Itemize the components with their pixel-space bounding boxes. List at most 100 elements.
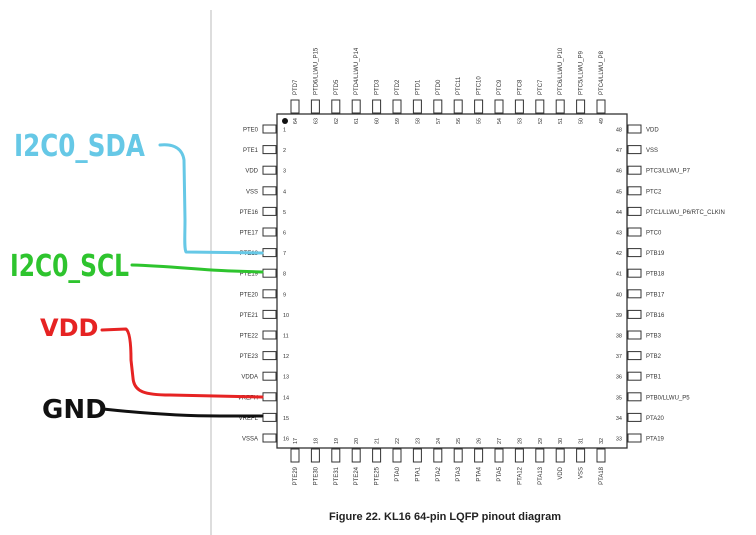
pin-label: VSS — [246, 189, 258, 195]
pin-label: VSSA — [242, 437, 258, 443]
pin-pad — [262, 268, 277, 278]
pin-pad — [331, 99, 341, 114]
pin-label: VDDA — [241, 375, 258, 381]
pin-label: PTA3 — [456, 466, 462, 481]
pin-label: PTA0 — [395, 466, 401, 481]
pin-number: 5 — [283, 210, 286, 216]
pin-label: PTE30 — [313, 466, 319, 485]
pin-label: PTC5/LLWU_P9 — [579, 50, 585, 95]
pin-number: 32 — [599, 438, 605, 444]
pin-pad — [627, 392, 642, 402]
pin-number: 46 — [616, 169, 622, 175]
pin-pad — [514, 448, 524, 463]
pin-pad — [474, 99, 484, 114]
pin-label: PTD3 — [375, 79, 381, 95]
gnd-annotation: GND — [42, 395, 107, 425]
pin-label: PTD4/LLWU_P14 — [354, 47, 360, 95]
pin-label: VDD — [245, 169, 258, 175]
pin-pad — [453, 99, 463, 114]
pin-number: 42 — [616, 251, 622, 257]
pin-label: PTB0/LLWU_P5 — [646, 395, 690, 401]
pin-pad — [627, 433, 642, 443]
pin-label: PTD0 — [436, 79, 442, 95]
pin-label: PTE24 — [354, 466, 360, 485]
pin-number: 40 — [616, 292, 622, 298]
pin-label: VREFL — [239, 416, 259, 422]
pin-label: PTC10 — [477, 76, 483, 95]
pin-label: PTD7 — [293, 79, 299, 95]
pin-number: 41 — [616, 272, 622, 278]
pin-number: 31 — [579, 438, 585, 444]
pin-number: 59 — [395, 118, 401, 124]
pin-label: PTE1 — [243, 148, 259, 154]
pin-label: PTE19 — [240, 272, 259, 278]
pin-number: 20 — [354, 438, 360, 444]
pin-number: 61 — [354, 118, 360, 124]
pin-number: 56 — [456, 118, 462, 124]
right-pin-group: VDD 48 VSS 47 PTC3/LLWU_P7 46 PTC2 45 PTC1/LLWU_… — [616, 124, 725, 443]
pin-label: PTA20 — [646, 416, 665, 422]
pin-number: 33 — [616, 437, 622, 443]
pin-number: 64 — [293, 118, 299, 124]
pin-number: 36 — [616, 375, 622, 381]
pin-number: 3 — [283, 169, 286, 175]
pin-label: PTA2 — [436, 466, 442, 481]
pin-pad — [514, 99, 524, 114]
pin-pad — [262, 412, 277, 422]
pin-pad — [262, 145, 277, 155]
pin-number: 35 — [616, 395, 622, 401]
pin-number: 26 — [477, 438, 483, 444]
pin-number: 14 — [283, 395, 289, 401]
pin-pad — [262, 433, 277, 443]
pin-label: PTE20 — [240, 292, 259, 298]
pin-label: PTE21 — [240, 313, 259, 319]
pin-pad — [627, 412, 642, 422]
pin-number: 34 — [616, 416, 622, 422]
pin-pad — [392, 99, 402, 114]
pin-number: 4 — [283, 189, 286, 195]
pin-pad — [310, 448, 320, 463]
pin-number: 21 — [375, 438, 381, 444]
pin-pad — [262, 124, 277, 134]
pin-pad — [310, 99, 320, 114]
pin-pad — [494, 448, 504, 463]
pin-number: 25 — [456, 438, 462, 444]
pin-number: 7 — [283, 251, 286, 257]
pin-pad — [351, 99, 361, 114]
pin-label: VSS — [579, 467, 585, 479]
pin-label: PTC11 — [456, 76, 462, 95]
gnd-wire — [101, 407, 264, 418]
pin-pad — [627, 330, 642, 340]
pin-pad — [412, 448, 422, 463]
pin-pad — [627, 165, 642, 175]
pin-pad — [453, 448, 463, 463]
pin-number: 13 — [283, 375, 289, 381]
pin-number: 47 — [616, 148, 622, 154]
pin-label: PTC0 — [646, 231, 662, 237]
pin-label: VSS — [646, 148, 658, 154]
pin-number: 58 — [415, 118, 421, 124]
sda-wire — [158, 143, 264, 255]
pin-label: VREFH — [238, 395, 258, 401]
pin-pad — [627, 186, 642, 196]
pin-number: 9 — [283, 292, 286, 298]
pin-pad — [555, 448, 565, 463]
pin-pad — [555, 99, 565, 114]
pin-label: PTD6/LLWU_P15 — [313, 47, 319, 95]
pin-label: PTE22 — [240, 334, 259, 340]
pin-pad — [627, 145, 642, 155]
pin-number: 55 — [477, 118, 483, 124]
pin-label: PTE23 — [240, 354, 259, 360]
pin-number: 23 — [415, 438, 421, 444]
pin-label: PTE25 — [375, 466, 381, 485]
pin-number: 38 — [616, 334, 622, 340]
top-pin-group: PTD7 64 PTD6/LLWU_P15 63 PTD5 62 PTD4/LLWU_P14… — [290, 47, 606, 124]
pin-label: PTB1 — [646, 375, 662, 381]
vdd-annotation: VDD — [40, 314, 98, 342]
pin-pad — [627, 268, 642, 278]
pin-pad — [290, 99, 300, 114]
pin-number: 37 — [616, 354, 622, 360]
pin-label: PTE17 — [240, 231, 259, 237]
